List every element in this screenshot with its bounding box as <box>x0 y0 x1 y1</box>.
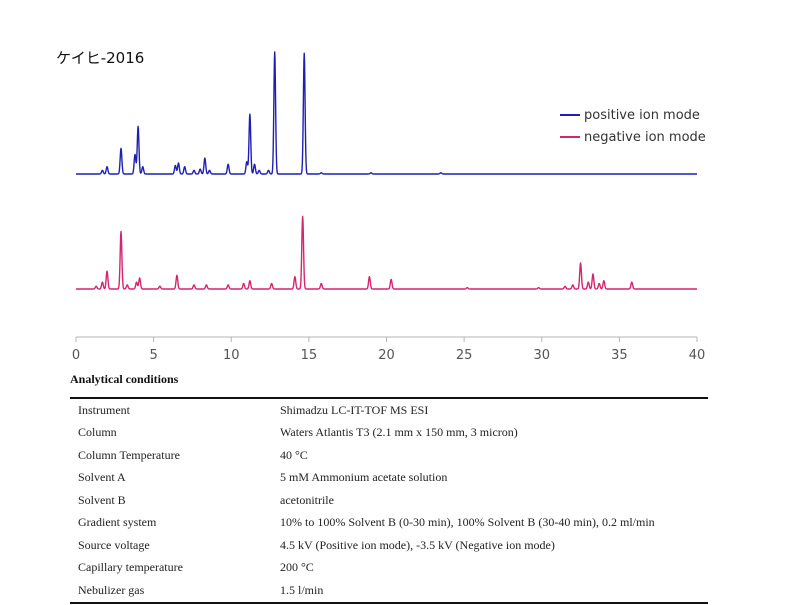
x-tick-label: 10 <box>223 348 240 363</box>
legend-label-positive: positive ion mode <box>584 107 700 123</box>
condition-label: Instrument <box>78 402 130 417</box>
conditions-row: Gradient system 10% to 100% Solvent B (0-… <box>70 512 708 535</box>
conditions-row: Column Temperature 40 °C <box>70 444 708 467</box>
condition-value: 200 °C <box>280 560 314 575</box>
series-line-positive <box>75 51 698 175</box>
condition-label: Capillary temperature <box>78 560 183 575</box>
condition-label: Column Temperature <box>78 447 180 462</box>
condition-value: 1.5 l/min <box>280 582 324 597</box>
conditions-row: Instrument Shimadzu LC-IT-TOF MS ESI <box>70 398 708 422</box>
conditions-row: Capillary temperature 200 °C <box>70 557 708 580</box>
conditions-row: Nebulizer gas 1.5 l/min <box>70 579 708 603</box>
condition-value: 4.5 kV (Positive ion mode), -3.5 kV (Neg… <box>280 537 555 552</box>
condition-value: 10% to 100% Solvent B (0-30 min), 100% S… <box>280 515 655 530</box>
x-tick-label: 20 <box>378 348 395 363</box>
condition-label: Solvent A <box>78 470 126 485</box>
chart-title: ケイヒ-2016 <box>56 49 145 67</box>
conditions-row: Source voltage 4.5 kV (Positive ion mode)… <box>70 534 708 557</box>
conditions-table: Instrument Shimadzu LC-IT-TOF MS ESI Colum… <box>70 397 708 604</box>
legend-item-negative: negative ion mode <box>560 126 706 148</box>
condition-value: Shimadzu LC-IT-TOF MS ESI <box>280 402 429 417</box>
legend-item-positive: positive ion mode <box>560 104 706 126</box>
legend-swatch-positive <box>560 114 580 116</box>
series-line-negative <box>75 215 698 290</box>
condition-value: acetonitrile <box>280 492 334 507</box>
conditions-row: Column Waters Atlantis T3 (2.1 mm x 150 m… <box>70 422 708 445</box>
condition-label: Gradient system <box>78 515 157 530</box>
x-tick-label: 0 <box>72 348 80 363</box>
x-tick-label: 30 <box>533 348 550 363</box>
condition-label: Nebulizer gas <box>78 582 145 597</box>
x-tick-label: 40 <box>689 348 706 363</box>
conditions-heading: Analytical conditions <box>70 372 179 386</box>
legend-swatch-negative <box>560 136 580 138</box>
x-tick-label: 25 <box>456 348 473 363</box>
condition-label: Source voltage <box>78 537 150 552</box>
conditions-row: Solvent A 5 mM Ammonium acetate solution <box>70 467 708 490</box>
condition-label: Column <box>78 425 117 440</box>
chart-legend: positive ion mode negative ion mode <box>560 104 706 148</box>
conditions-row: Solvent B acetonitrile <box>70 489 708 512</box>
x-tick-label: 5 <box>149 348 157 363</box>
chromatogram-chart: 0 5 10 15 20 25 30 35 40 <box>72 51 706 363</box>
x-tick-label: 35 <box>611 348 628 363</box>
condition-value: 5 mM Ammonium acetate solution <box>280 470 448 485</box>
condition-value: 40 °C <box>280 447 308 462</box>
condition-value: Waters Atlantis T3 (2.1 mm x 150 mm, 3 m… <box>280 425 518 440</box>
x-tick-label: 15 <box>301 348 318 363</box>
legend-label-negative: negative ion mode <box>584 129 706 145</box>
condition-label: Solvent B <box>78 492 126 507</box>
